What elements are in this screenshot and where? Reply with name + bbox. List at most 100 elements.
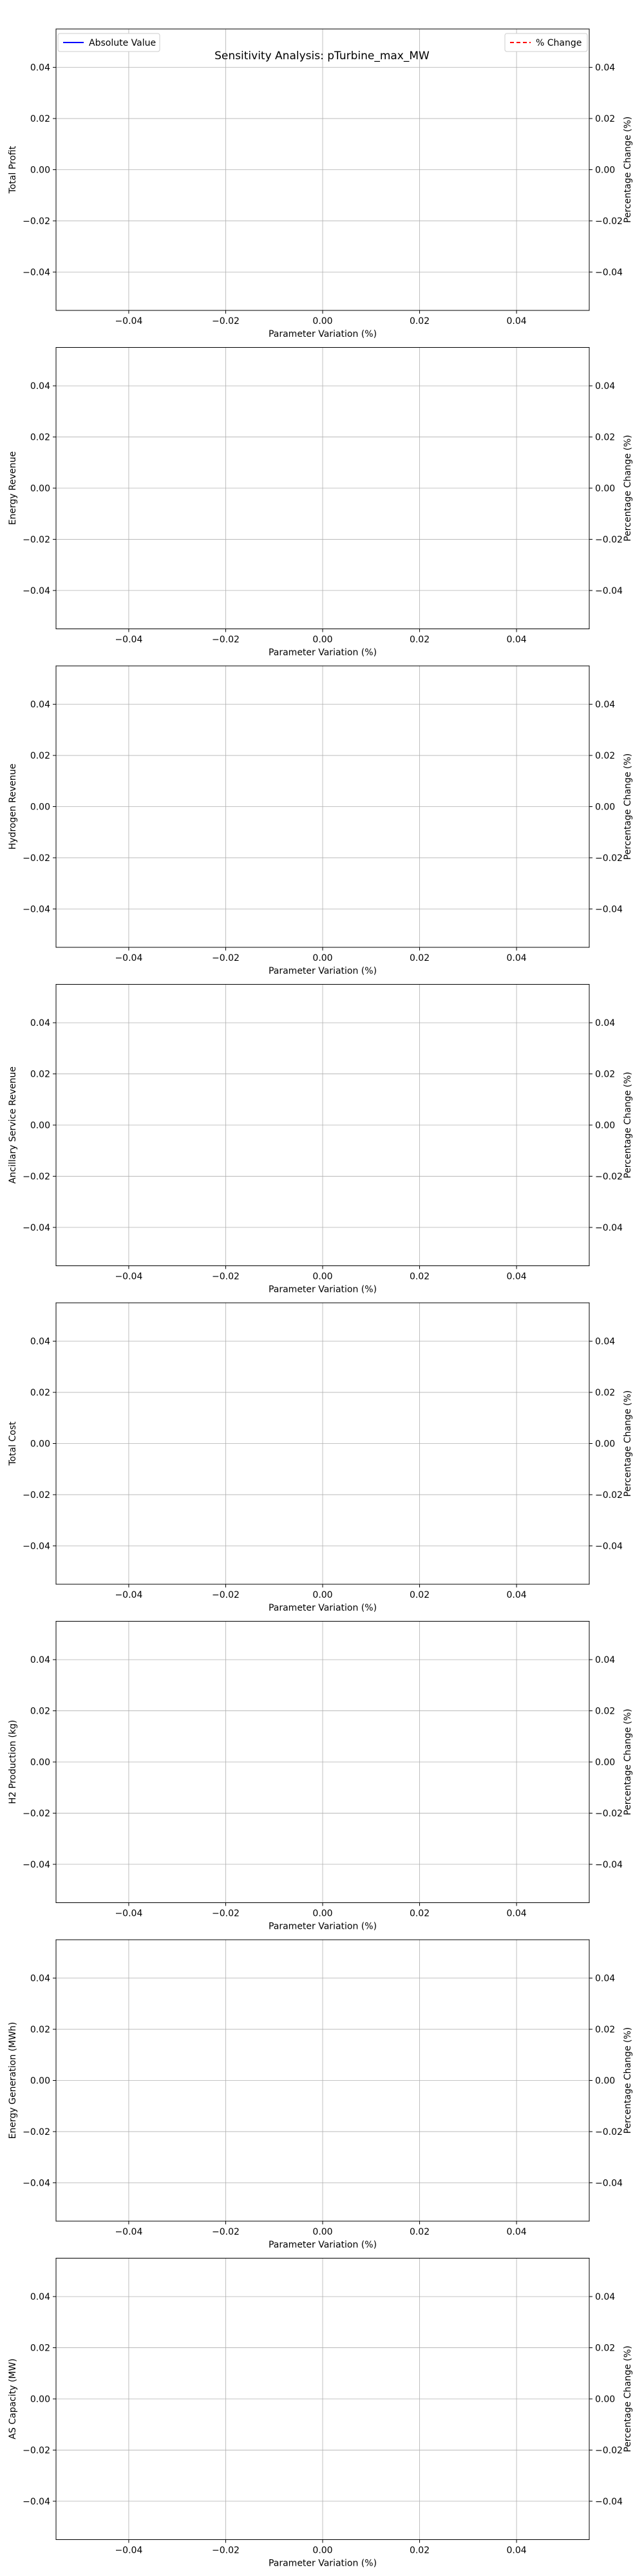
x-tick-label: −0.04	[115, 2227, 142, 2237]
x-tick-label: 0.02	[410, 2227, 430, 2237]
y2-tick-label: −0.02	[595, 1490, 623, 1501]
x-tick-label: −0.02	[212, 1590, 240, 1600]
legend-left: Absolute Value	[57, 33, 160, 52]
x-axis-label: Parameter Variation (%)	[269, 329, 377, 339]
y-tick-label: 0.04	[30, 1018, 50, 1028]
x-tick-label: 0.00	[312, 316, 332, 327]
y2-tick-label: −0.02	[595, 216, 623, 227]
y-tick-label: −0.02	[23, 1171, 50, 1182]
x-tick-label: −0.02	[212, 2546, 240, 2556]
x-tick-label: 0.02	[410, 1590, 430, 1600]
y2-axis-label: Percentage Change (%)	[623, 753, 633, 860]
y2-tick-label: −0.04	[595, 586, 623, 596]
y-tick-label: −0.04	[23, 1223, 50, 1233]
x-tick-label: −0.04	[115, 1909, 142, 1919]
y2-tick-label: −0.02	[595, 853, 623, 864]
y-tick-label: −0.04	[23, 1860, 50, 1870]
y2-tick-label: 0.04	[595, 1018, 615, 1028]
y2-tick-label: 0.04	[595, 1655, 615, 1665]
y2-tick-label: −0.04	[595, 267, 623, 278]
subplot-3: −0.04 −0.02 0.00 0.02 0.04 0.04 0.04 0.02 0.02 0.…	[8, 665, 633, 976]
legend-right-frame	[504, 33, 588, 52]
y-tick-label: −0.02	[23, 2127, 50, 2137]
y-axis-label: Ancillary Service Revenue	[8, 1066, 18, 1184]
y-tick-label: 0.00	[30, 2076, 50, 2087]
y2-tick-label: −0.04	[595, 1223, 623, 1233]
y2-axis-label: Percentage Change (%)	[623, 2027, 633, 2134]
x-axis-label: Parameter Variation (%)	[269, 1285, 377, 1295]
y2-tick-label: 0.02	[595, 1070, 615, 1080]
y2-axis-label: Percentage Change (%)	[623, 117, 633, 223]
y2-tick-label: −0.02	[595, 1808, 623, 1819]
y-axis-label: Energy Generation (MWh)	[8, 2022, 18, 2139]
y2-tick-label: −0.04	[595, 904, 623, 914]
y-tick-label: 0.04	[30, 1655, 50, 1665]
subplot-8: −0.04 −0.02 0.00 0.02 0.04 0.04 0.04 0.02 0.02 0.…	[8, 2258, 633, 2569]
x-tick-label: 0.02	[410, 1909, 430, 1919]
y2-tick-label: 0.00	[595, 484, 615, 494]
x-tick-label: 0.04	[507, 2227, 527, 2237]
x-tick-label: 0.04	[507, 316, 527, 327]
y-tick-label: 0.04	[30, 381, 50, 392]
x-tick-label: 0.02	[410, 1272, 430, 1282]
y2-tick-label: 0.00	[595, 1757, 615, 1768]
x-axis-label: Parameter Variation (%)	[269, 1603, 377, 1613]
y2-tick-label: 0.04	[595, 1337, 615, 1347]
x-tick-label: −0.04	[115, 1272, 142, 1282]
x-axis-label: Parameter Variation (%)	[269, 648, 377, 658]
y2-tick-label: 0.04	[595, 381, 615, 392]
figure-title: Sensitivity Analysis: pTurbine_max_MW	[214, 50, 430, 62]
y2-tick-label: 0.04	[595, 2292, 615, 2302]
y-axis-label: Total Cost	[8, 1421, 18, 1466]
y2-tick-label: 0.00	[595, 802, 615, 813]
subplot-7: −0.04 −0.02 0.00 0.02 0.04 0.04 0.04 0.02 0.02 0.…	[8, 1939, 633, 2250]
x-tick-label: 0.02	[410, 316, 430, 327]
y-tick-label: 0.04	[30, 1337, 50, 1347]
y-tick-label: 0.00	[30, 1757, 50, 1768]
y2-axis-label: Percentage Change (%)	[623, 1709, 633, 1815]
y-tick-label: 0.00	[30, 1439, 50, 1450]
subplot-2: −0.04 −0.02 0.00 0.02 0.04 0.04 0.04 0.02 0.02 0.…	[8, 347, 633, 658]
y2-tick-label: 0.00	[595, 2394, 615, 2405]
y-tick-label: 0.02	[30, 2025, 50, 2035]
y-tick-label: −0.04	[23, 2178, 50, 2188]
y-tick-label: 0.00	[30, 166, 50, 176]
y-tick-label: −0.02	[23, 2445, 50, 2456]
y2-tick-label: −0.02	[595, 2445, 623, 2456]
y-tick-label: 0.02	[30, 114, 50, 124]
y2-tick-label: 0.00	[595, 2076, 615, 2087]
y-tick-label: −0.04	[23, 586, 50, 596]
y2-axis-label: Percentage Change (%)	[623, 1390, 633, 1497]
y-tick-label: 0.02	[30, 751, 50, 761]
y2-tick-label: 0.00	[595, 1121, 615, 1131]
x-tick-label: −0.02	[212, 1272, 240, 1282]
x-tick-label: 0.00	[312, 2546, 332, 2556]
y2-tick-label: 0.02	[595, 2025, 615, 2035]
legend-left-label: Absolute Value	[89, 38, 156, 48]
x-tick-label: 0.04	[507, 953, 527, 963]
y-axis-label: H2 Production (kg)	[8, 1720, 18, 1804]
x-tick-label: −0.04	[115, 635, 142, 645]
y-tick-label: −0.04	[23, 1541, 50, 1551]
y-tick-label: 0.00	[30, 484, 50, 494]
y2-tick-label: 0.04	[595, 1974, 615, 1984]
legend-right-label: % Change	[536, 38, 582, 48]
x-tick-label: 0.02	[410, 953, 430, 963]
y-tick-label: 0.04	[30, 2292, 50, 2302]
y-tick-label: −0.02	[23, 535, 50, 545]
x-tick-label: 0.00	[312, 2227, 332, 2237]
subplot-5: −0.04 −0.02 0.00 0.02 0.04 0.04 0.04 0.02 0.02 0.…	[8, 1302, 633, 1613]
y2-tick-label: −0.02	[595, 535, 623, 545]
subplot-4: −0.04 −0.02 0.00 0.02 0.04 0.04 0.04 0.02 0.02 0.…	[8, 984, 633, 1295]
x-axis-label: Parameter Variation (%)	[269, 2559, 377, 2569]
y2-tick-label: −0.04	[595, 2497, 623, 2507]
y2-tick-label: −0.02	[595, 1171, 623, 1182]
x-tick-label: −0.04	[115, 316, 142, 327]
y-tick-label: 0.04	[30, 700, 50, 710]
y2-tick-label: −0.04	[595, 1541, 623, 1551]
x-tick-label: −0.04	[115, 2546, 142, 2556]
y-tick-label: 0.02	[30, 1707, 50, 1717]
y-tick-label: −0.02	[23, 853, 50, 864]
y-tick-label: −0.02	[23, 216, 50, 227]
